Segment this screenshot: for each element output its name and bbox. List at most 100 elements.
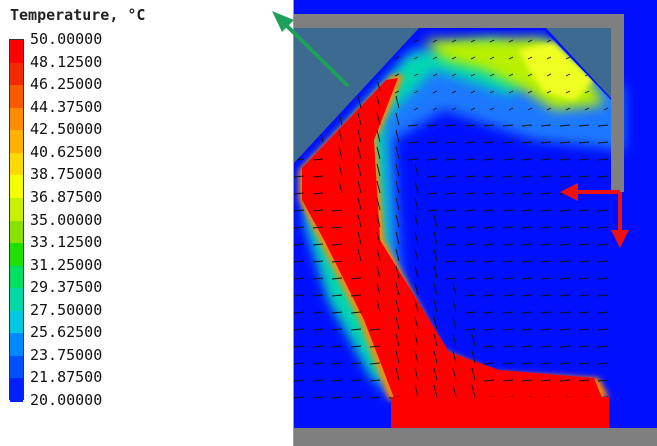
velocity-vector [394,56,400,60]
velocity-vector [483,328,495,331]
velocity-vector [521,226,533,229]
velocity-vector [559,311,571,314]
velocity-vector [603,107,609,111]
velocity-vector [578,345,590,348]
legend-level-label: 20.00000 [30,391,103,409]
velocity-vector [546,73,552,77]
panel-divider [293,0,294,446]
velocity-vector [312,192,324,195]
velocity-vector [433,384,438,398]
velocity-vector [294,396,305,399]
velocity-vector [294,226,305,229]
velocity-vector [451,90,457,94]
velocity-vector [357,146,362,160]
velocity-vector [578,328,590,331]
legend-level-label: 40.62500 [30,142,103,161]
velocity-vector [350,379,362,382]
velocity-vector [294,362,305,365]
velocity-vector [597,243,609,246]
legend-level-label: 44.37500 [30,97,103,116]
velocity-vector [451,73,457,77]
velocity-vector [483,209,495,212]
velocity-vector [338,180,343,194]
velocity-vector [483,379,495,382]
velocity-vector [294,243,305,246]
field-yellow [519,42,594,100]
velocity-vector [464,124,476,127]
velocity-vector [483,345,495,348]
velocity-vector [578,175,590,178]
velocity-vector [414,197,419,211]
legend-level-label: 27.50000 [30,300,103,319]
velocity-vector [546,107,552,111]
velocity-vector [597,328,609,331]
velocity-vector [294,294,305,297]
velocity-vector [369,396,381,399]
velocity-vector [357,214,362,228]
velocity-vector [540,243,552,246]
velocity-vector [540,141,552,144]
velocity-vector [445,260,457,263]
velocity-vector [559,328,571,331]
velocity-vector [369,328,381,331]
colorbar [9,39,24,402]
velocity-vector [414,180,419,194]
velocity-vector [471,333,476,347]
velocity-vector [521,158,533,161]
velocity-vector [546,56,552,60]
velocity-vector [540,277,552,280]
velocity-vector [338,146,343,160]
velocity-vector [331,209,343,212]
velocity-vector [312,328,324,331]
velocity-vector [483,294,495,297]
velocity-vector [521,362,533,365]
velocity-vector [597,209,609,212]
velocity-vector [578,379,590,382]
velocity-vector [294,311,305,314]
velocity-vector [527,107,533,111]
velocity-vector [407,141,419,144]
velocity-vector [331,396,343,399]
velocity-vector [312,226,324,229]
colorbar-swatch [10,220,23,244]
velocity-vector [414,316,419,330]
velocity-vector [559,175,571,178]
colorbar-swatch [10,288,23,312]
velocity-vector [508,39,514,43]
velocity-vector [527,90,533,94]
legend-level-label: 31.25000 [30,255,103,274]
velocity-vector [597,175,609,178]
simulation-plot [294,0,657,446]
velocity-vector [395,231,400,245]
velocity-vector [483,141,495,144]
velocity-vector [546,90,552,94]
colorbar-swatch [10,40,23,64]
velocity-vector [521,192,533,195]
legend-level-label: 50.00000 [30,30,103,48]
legend-level-label: 38.75000 [30,165,103,184]
velocity-vector [489,73,495,77]
velocity-vector [483,362,495,365]
velocity-vector [445,124,457,127]
velocity-vector [597,311,609,314]
legend-level-label: 33.12500 [30,233,103,252]
velocity-vector [559,141,571,144]
velocity-vector [433,299,438,313]
velocity-vector [414,350,419,364]
velocity-vector [578,158,590,161]
velocity-vector [312,277,324,280]
velocity-vector [540,294,552,297]
velocity-vector [414,214,419,228]
velocity-vector [395,163,400,177]
velocity-vector [540,209,552,212]
velocity-vector [350,277,362,280]
velocity-vector [470,56,476,60]
velocity-vector [376,231,381,245]
velocity-vector [376,95,381,109]
velocity-vector [464,294,476,297]
velocity-vector [508,90,514,94]
velocity-vector [312,311,324,314]
velocity-vector [578,209,590,212]
velocity-vector [395,333,400,347]
